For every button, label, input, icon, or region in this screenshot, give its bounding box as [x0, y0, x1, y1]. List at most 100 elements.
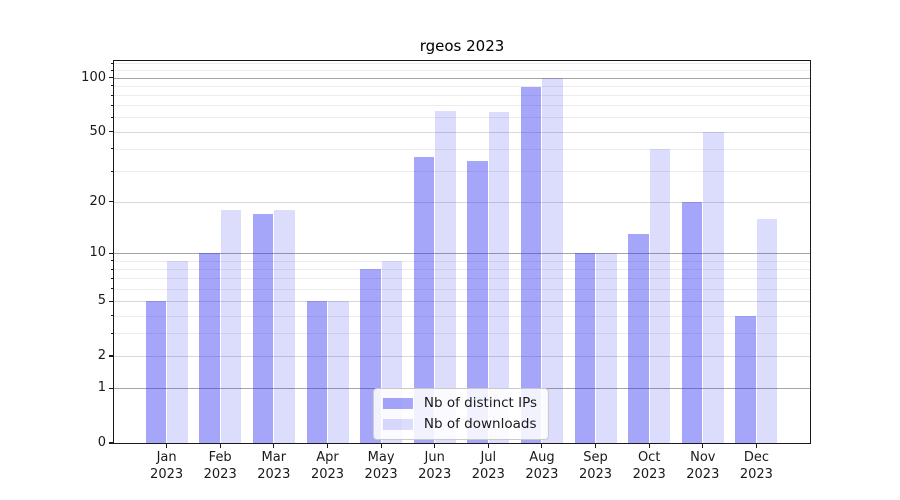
- bar-downloads-dec: [756, 218, 778, 443]
- gridline-minor: [114, 288, 810, 290]
- legend-label-distinct-ips: Nb of distinct IPs: [423, 395, 538, 411]
- y-axis-minor-tick: [110, 69, 113, 71]
- y-axis-label: 5: [97, 293, 106, 309]
- gridline-minor: [114, 260, 810, 262]
- x-axis-label-oct: Oct 2023: [619, 449, 679, 483]
- y-axis-tick: [109, 442, 113, 444]
- y-axis-label: 50: [89, 123, 106, 139]
- gridline-minor: [114, 148, 810, 150]
- gridline-minor: [114, 63, 810, 65]
- bar-ips-nov: [681, 201, 703, 443]
- x-axis-label-jun: Jun 2023: [405, 449, 465, 483]
- gridline-minor: [114, 105, 810, 107]
- x-label-year: 2023: [632, 467, 666, 482]
- y-axis-label: 100: [81, 69, 106, 85]
- y-axis-minor-tick: [110, 62, 113, 64]
- x-axis-label-may: May 2023: [351, 449, 411, 483]
- gridline-major: [114, 301, 810, 303]
- bar-downloads-mar: [274, 209, 295, 443]
- legend-swatch-ips-icon: [382, 397, 413, 409]
- y-axis-minor-tick: [110, 315, 113, 316]
- legend: Nb of distinct IPs Nb of downloads: [372, 388, 550, 440]
- x-label-month: Jul: [480, 450, 497, 465]
- x-axis-tick: [166, 444, 168, 448]
- bar-ips-aug: [520, 86, 542, 443]
- chart-title: rgeos 2023: [419, 37, 505, 55]
- x-axis-label-jan: Jan 2023: [137, 449, 197, 483]
- bar-downloads-apr: [328, 301, 349, 443]
- x-axis-tick: [273, 444, 275, 448]
- x-label-year: 2023: [257, 467, 291, 482]
- x-label-year: 2023: [364, 467, 398, 482]
- x-label-month: Jun: [424, 450, 445, 465]
- x-label-month: May: [367, 450, 395, 465]
- x-label-month: Aug: [529, 450, 555, 465]
- bar-ips-feb: [199, 253, 220, 443]
- gridline-minor: [114, 315, 810, 317]
- legend-item-downloads: Nb of downloads: [382, 416, 537, 432]
- x-axis-tick: [594, 444, 597, 448]
- x-axis-tick: [380, 444, 382, 448]
- x-axis-tick: [434, 444, 436, 448]
- y-axis-minor-tick: [110, 170, 113, 172]
- x-axis-tick: [702, 444, 704, 448]
- y-axis-minor-tick: [110, 85, 113, 87]
- x-axis-label-apr: Apr 2023: [298, 449, 358, 483]
- x-label-year: 2023: [203, 467, 237, 482]
- y-axis-minor-tick: [110, 288, 113, 290]
- gridline-minor: [114, 95, 810, 96]
- gridline-minor: [114, 70, 810, 71]
- bar-ips-jun: [413, 157, 435, 443]
- x-axis-label-aug: Aug 2023: [512, 449, 572, 483]
- gridline-major: [114, 201, 810, 203]
- gridline-minor: [114, 269, 810, 270]
- y-axis-minor-tick: [110, 148, 113, 150]
- x-axis-tick: [219, 444, 221, 448]
- y-axis-label: 10: [89, 245, 106, 261]
- y-axis-minor-tick: [110, 94, 113, 96]
- bar-downloads-feb: [220, 209, 242, 443]
- x-label-year: 2023: [418, 467, 452, 482]
- x-label-month: Apr: [316, 450, 339, 465]
- y-axis-minor-tick: [110, 268, 113, 270]
- x-label-month: Feb: [208, 450, 232, 465]
- x-label-year: 2023: [150, 467, 184, 482]
- bar-ips-oct: [628, 234, 649, 443]
- x-axis-tick: [541, 444, 543, 448]
- bar-downloads-nov: [703, 131, 724, 443]
- x-axis-tick: [755, 444, 757, 448]
- x-label-month: Mar: [261, 450, 287, 465]
- gridline-minor: [114, 278, 810, 280]
- x-label-year: 2023: [525, 467, 559, 482]
- bar-ips-jul: [467, 161, 488, 443]
- gridline-major: [114, 356, 810, 357]
- bar-downloads-aug: [542, 77, 563, 443]
- x-label-year: 2023: [471, 467, 505, 482]
- y-axis-tick: [109, 76, 113, 79]
- legend-swatch-downloads-icon: [382, 418, 413, 430]
- y-axis-tick: [109, 355, 113, 357]
- bar-downloads-jan: [167, 260, 188, 443]
- bar-ips-apr: [306, 301, 327, 443]
- gridline-minor: [114, 171, 810, 173]
- x-axis-label-sep: Sep 2023: [566, 449, 626, 483]
- x-axis-label-jul: Jul 2023: [458, 449, 518, 483]
- gridline-minor: [114, 117, 810, 119]
- x-label-month: Jan: [156, 450, 177, 465]
- bar-ips-sep: [574, 253, 595, 443]
- y-axis-tick: [109, 131, 113, 133]
- x-label-year: 2023: [739, 467, 773, 482]
- x-label-month: Oct: [637, 450, 661, 465]
- x-label-month: Dec: [743, 450, 769, 465]
- bar-downloads-sep: [596, 253, 617, 443]
- x-axis-label-mar: Mar 2023: [244, 449, 304, 483]
- y-axis-label: 20: [89, 193, 106, 209]
- x-label-year: 2023: [686, 467, 720, 482]
- gridline-major: [114, 131, 810, 133]
- y-axis-tick: [109, 201, 113, 203]
- bar-downloads-jul: [488, 112, 510, 443]
- y-axis-minor-tick: [110, 260, 113, 262]
- plot-area: [113, 60, 811, 444]
- bar-ips-jan: [145, 301, 167, 443]
